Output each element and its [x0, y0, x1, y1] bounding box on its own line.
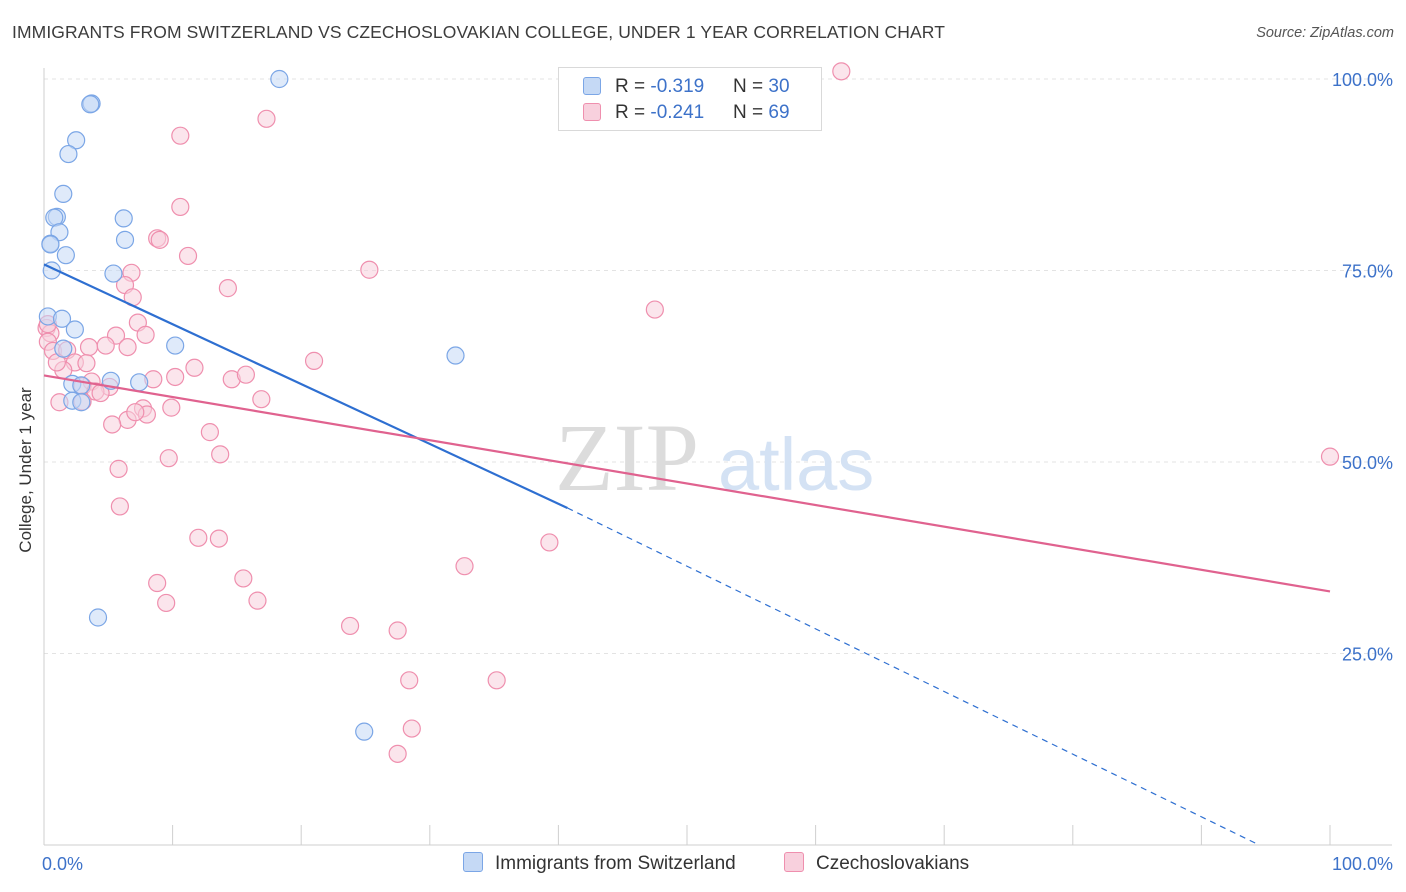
bottom-legend-label: Czechoslovakians [816, 853, 970, 874]
data-point-switzerland [166, 336, 185, 355]
data-point-czechoslovakians [360, 260, 379, 279]
data-point-switzerland [130, 373, 149, 392]
data-point-czechoslovakians [388, 744, 407, 763]
data-point-czechoslovakians [150, 230, 169, 249]
data-point-czechoslovakians [455, 557, 474, 576]
data-point-czechoslovakians [109, 459, 128, 478]
y-tick-label: 25.0% [1342, 645, 1393, 665]
data-point-czechoslovakians [487, 671, 506, 690]
data-point-switzerland [81, 95, 100, 114]
data-point-czechoslovakians [645, 300, 664, 319]
legend-r-value: -0.241 [650, 102, 705, 123]
data-point-czechoslovakians [103, 415, 122, 434]
data-point-switzerland [88, 608, 108, 627]
y-tick-label: 75.0% [1342, 262, 1393, 282]
data-point-czechoslovakians [157, 593, 176, 613]
y-axis-label: College, Under 1 year [16, 387, 35, 553]
data-point-czechoslovakians [136, 325, 155, 344]
data-point-czechoslovakians [400, 671, 419, 690]
data-point-czechoslovakians [234, 569, 253, 588]
data-point-czechoslovakians [200, 423, 219, 442]
x-tick-label: 0.0% [42, 854, 83, 874]
legend-r-value: -0.319 [650, 76, 705, 97]
data-point-czechoslovakians [402, 719, 421, 738]
watermark: ZIP atlas [555, 404, 874, 511]
trend-line-switzerland-extension [567, 507, 1260, 846]
data-point-czechoslovakians [211, 445, 230, 464]
data-point-switzerland [54, 339, 73, 358]
data-point-czechoslovakians [148, 573, 167, 593]
data-point-czechoslovakians [110, 497, 129, 516]
data-point-switzerland [114, 209, 133, 228]
data-point-czechoslovakians [1320, 447, 1340, 466]
legend: R = -0.319 N = 30 R = -0.241 N = 69 [558, 67, 822, 131]
bottom-legend-swatch-blue [463, 852, 483, 872]
data-point-czechoslovakians [79, 338, 99, 357]
tick-labels: 25.0% 50.0% 75.0% 100.0% 0.0% 100.0% [42, 70, 1393, 874]
data-point-czechoslovakians [77, 354, 96, 373]
bottom-legend-swatch-pink [784, 852, 804, 872]
data-point-czechoslovakians [171, 126, 190, 145]
data-point-czechoslovakians [189, 528, 208, 547]
data-point-switzerland [59, 144, 78, 164]
axes [43, 68, 1392, 846]
data-point-switzerland [67, 131, 86, 150]
data-point-czechoslovakians [171, 197, 190, 217]
data-point-switzerland [72, 376, 91, 395]
series-switzerland [38, 69, 465, 741]
data-point-czechoslovakians [162, 398, 181, 417]
bottom-legend-czechoslovakians: Czechoslovakians [784, 852, 969, 875]
data-point-switzerland [270, 69, 289, 89]
data-point-switzerland [115, 230, 135, 249]
legend-n-label: N = [733, 76, 769, 97]
data-point-switzerland [65, 320, 84, 339]
data-point-czechoslovakians [126, 403, 145, 422]
bottom-legend-label: Immigrants from Switzerland [495, 853, 736, 874]
data-point-czechoslovakians [388, 621, 407, 640]
legend-r-label: R = [615, 76, 651, 97]
data-point-switzerland [355, 722, 374, 741]
data-point-czechoslovakians [340, 616, 360, 636]
data-point-czechoslovakians [159, 449, 178, 468]
legend-swatch-blue [583, 77, 601, 95]
data-point-czechoslovakians [236, 365, 256, 384]
data-point-switzerland [52, 309, 72, 328]
x-tick-label: 100.0% [1332, 854, 1393, 874]
data-point-switzerland [56, 246, 75, 265]
data-point-czechoslovakians [96, 336, 115, 355]
bottom-legend-switzerland: Immigrants from Switzerland [463, 852, 736, 875]
data-point-czechoslovakians [248, 591, 267, 610]
data-point-switzerland [104, 264, 123, 283]
legend-swatch-pink [583, 103, 601, 121]
data-point-switzerland [446, 346, 465, 365]
data-point-czechoslovakians [118, 338, 137, 357]
trend-line-switzerland [43, 263, 568, 509]
data-point-czechoslovakians [218, 279, 237, 298]
watermark-zip: ZIP [555, 404, 699, 511]
data-point-czechoslovakians [540, 533, 559, 552]
trend-line-czechoslovakians [43, 374, 1331, 593]
source-label: Source: ZipAtlas.com [1256, 25, 1394, 41]
data-point-czechoslovakians [185, 358, 204, 377]
y-tick-label: 50.0% [1342, 453, 1393, 473]
data-point-switzerland [72, 393, 91, 412]
data-point-switzerland [54, 184, 73, 203]
legend-n-value: 30 [768, 76, 790, 97]
trend-lines [43, 263, 1331, 846]
data-point-czechoslovakians [252, 390, 271, 409]
data-point-czechoslovakians [257, 109, 276, 128]
data-point-czechoslovakians [178, 246, 198, 266]
data-point-czechoslovakians [304, 351, 324, 370]
y-tick-label: 100.0% [1332, 70, 1393, 90]
data-point-czechoslovakians [832, 62, 851, 81]
data-point-switzerland [41, 235, 60, 254]
data-point-czechoslovakians [166, 367, 185, 387]
legend-r-label: R = [615, 102, 651, 123]
legend-n-label: N = [733, 102, 769, 123]
chart-title: IMMIGRANTS FROM SWITZERLAND VS CZECHOSLO… [12, 22, 945, 42]
data-point-czechoslovakians [209, 529, 228, 548]
legend-n-value: 69 [768, 102, 790, 123]
